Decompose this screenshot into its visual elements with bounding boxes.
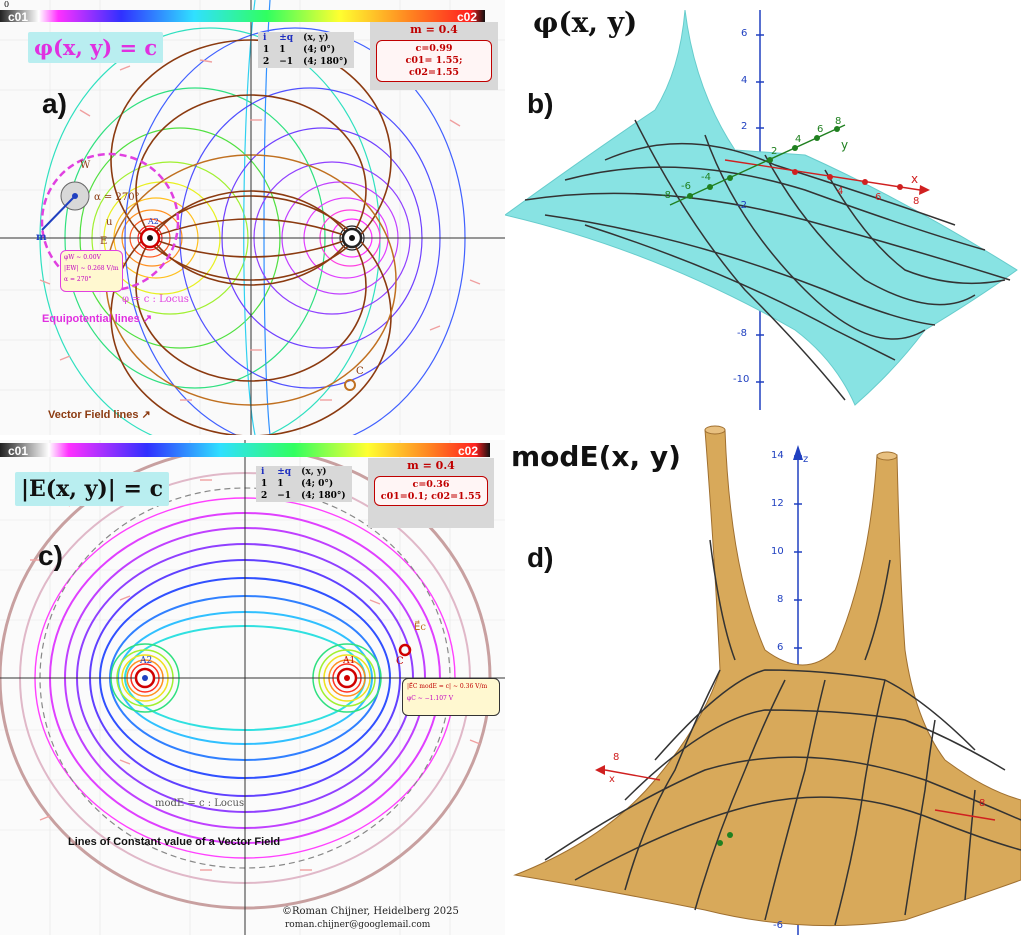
y-tick-m4: -4 bbox=[701, 172, 711, 183]
probe-info-box: φW ~ 0.00V |EW| ~ 0.268 V/m α = 270° bbox=[60, 250, 123, 292]
z-tick-6: 6 bbox=[741, 28, 748, 39]
z-tick-12: 12 bbox=[771, 498, 784, 509]
formula-mode: |E(x, y)| = c bbox=[15, 472, 169, 506]
y-tick-8: 8 bbox=[835, 116, 842, 127]
x-tick-8-d: 8 bbox=[613, 752, 620, 763]
panel-field-magnitude: c01 c02 |E(x, y)| = c c) i ±q (x, y) 1 1 (4;… bbox=[0, 440, 505, 935]
params-box-c: m = 0.4 c=0.36 c01=0.1; c02=1.55 bbox=[368, 458, 494, 528]
panel-mode-surface: modE(x, y) d) z 14 12 10 8 6 x 8 8 -6 bbox=[505, 420, 1021, 935]
x-axis-label-b: x bbox=[911, 172, 919, 186]
surface-title-b: φ(x, y) bbox=[533, 6, 638, 39]
x-tick-8: 8 bbox=[913, 196, 920, 207]
label-e: E bbox=[100, 236, 108, 247]
z-tick-4: 4 bbox=[741, 75, 748, 86]
colorbar-zero: 0 bbox=[4, 0, 10, 9]
surface-title-d: modE(x, y) bbox=[511, 440, 681, 473]
charge-right bbox=[336, 667, 358, 689]
y-tick-2: 2 bbox=[771, 146, 778, 157]
y-tick-m8: -8 bbox=[661, 190, 671, 201]
panel-phi-surface: φ(x, y) b) 6 4 2 -2 -8 -10 x 8 6 4 y 8 6… bbox=[505, 0, 1021, 420]
z-tick-8: 8 bbox=[777, 594, 784, 605]
z-tick-m8: -8 bbox=[737, 328, 747, 339]
panel-label-d: d) bbox=[527, 542, 554, 573]
label-locus-c: modE = c : Locus bbox=[155, 798, 245, 809]
copyright: ©Roman Chijner, Heidelberg 2025 bbox=[282, 906, 459, 917]
label-a2-c: A2 bbox=[140, 656, 153, 666]
z-axis-label-d: z bbox=[803, 454, 809, 465]
vectorfield-note: Vector Field lines ↗ bbox=[48, 409, 151, 421]
z-tick-10: 10 bbox=[771, 546, 784, 557]
panel-label-c: c) bbox=[38, 540, 63, 571]
caption-c: Lines of Constant value of a Vector Fiel… bbox=[68, 836, 281, 848]
params-box: m = 0.4 c=0.99 c01= 1.55; c02=1.55 bbox=[370, 22, 498, 90]
z-tick-6: 6 bbox=[777, 642, 784, 653]
formula-phi: φ(x, y) = c bbox=[28, 32, 164, 63]
y-tick-4: 4 bbox=[795, 134, 802, 145]
label-w: W bbox=[80, 160, 91, 171]
point-info-box: |E⃗C modE = c| ~ 0.36 V/m φC ~ −1.107 V bbox=[402, 678, 500, 716]
z-tick-m10: -10 bbox=[733, 374, 750, 385]
label-c-point: C bbox=[396, 656, 404, 667]
mode-surface-plot bbox=[513, 425, 1021, 935]
colorbar-min-label-c: c01 bbox=[8, 444, 29, 458]
charge-left bbox=[134, 667, 156, 689]
x-axis-label-d: x bbox=[609, 774, 615, 785]
colorbar-max-label-c: c02 bbox=[458, 444, 479, 458]
label-c: C bbox=[356, 366, 364, 377]
phi-surface-plot bbox=[505, 9, 1018, 410]
equipotential-note: Equipotential lines ↗ bbox=[42, 313, 153, 325]
panel-equipotential: c01 c02 0 φ(x, y) = c a) i ±q (x, y) 1 1 (4;… bbox=[0, 0, 505, 435]
z-tick-14: 14 bbox=[771, 450, 784, 461]
negative-charge-left bbox=[139, 227, 161, 249]
email: roman.chijner@googlemail.com bbox=[285, 920, 431, 930]
y-tick-8-d: 8 bbox=[979, 798, 986, 809]
colorbar-min-label: c01 bbox=[8, 10, 29, 24]
panel-label-b: b) bbox=[527, 88, 554, 119]
label-a1-c: A1 bbox=[343, 656, 356, 666]
positive-charge-right bbox=[341, 227, 363, 249]
z-tick-m2: -2 bbox=[737, 200, 747, 211]
label-locus: φ = c : Locus bbox=[122, 294, 189, 305]
label-a2: A2 bbox=[148, 217, 159, 226]
label-alpha: α = 270° bbox=[94, 192, 140, 203]
x-tick-6: 6 bbox=[875, 192, 882, 203]
charges-table-c: i ±q (x, y) 1 1 (4; 0°) 2 −1 (4; 180°) bbox=[256, 466, 352, 502]
y-tick-m6: -6 bbox=[681, 181, 691, 192]
colorbar-max-label: c02 bbox=[457, 10, 478, 24]
label-ec: E⃗c bbox=[414, 622, 426, 633]
label-u: u bbox=[106, 217, 113, 228]
label-m: m bbox=[36, 232, 47, 243]
charges-table: i ±q (x, y) 1 1 (4; 0°) 2 −1 (4; 180°) bbox=[258, 32, 354, 68]
z-tick-2: 2 bbox=[741, 121, 748, 132]
panel-label-a: a) bbox=[42, 88, 67, 119]
y-axis-label-b: y bbox=[841, 138, 849, 152]
x-tick-4: 4 bbox=[837, 186, 844, 197]
neg-tick-d: -6 bbox=[773, 920, 783, 931]
y-tick-6: 6 bbox=[817, 124, 824, 135]
